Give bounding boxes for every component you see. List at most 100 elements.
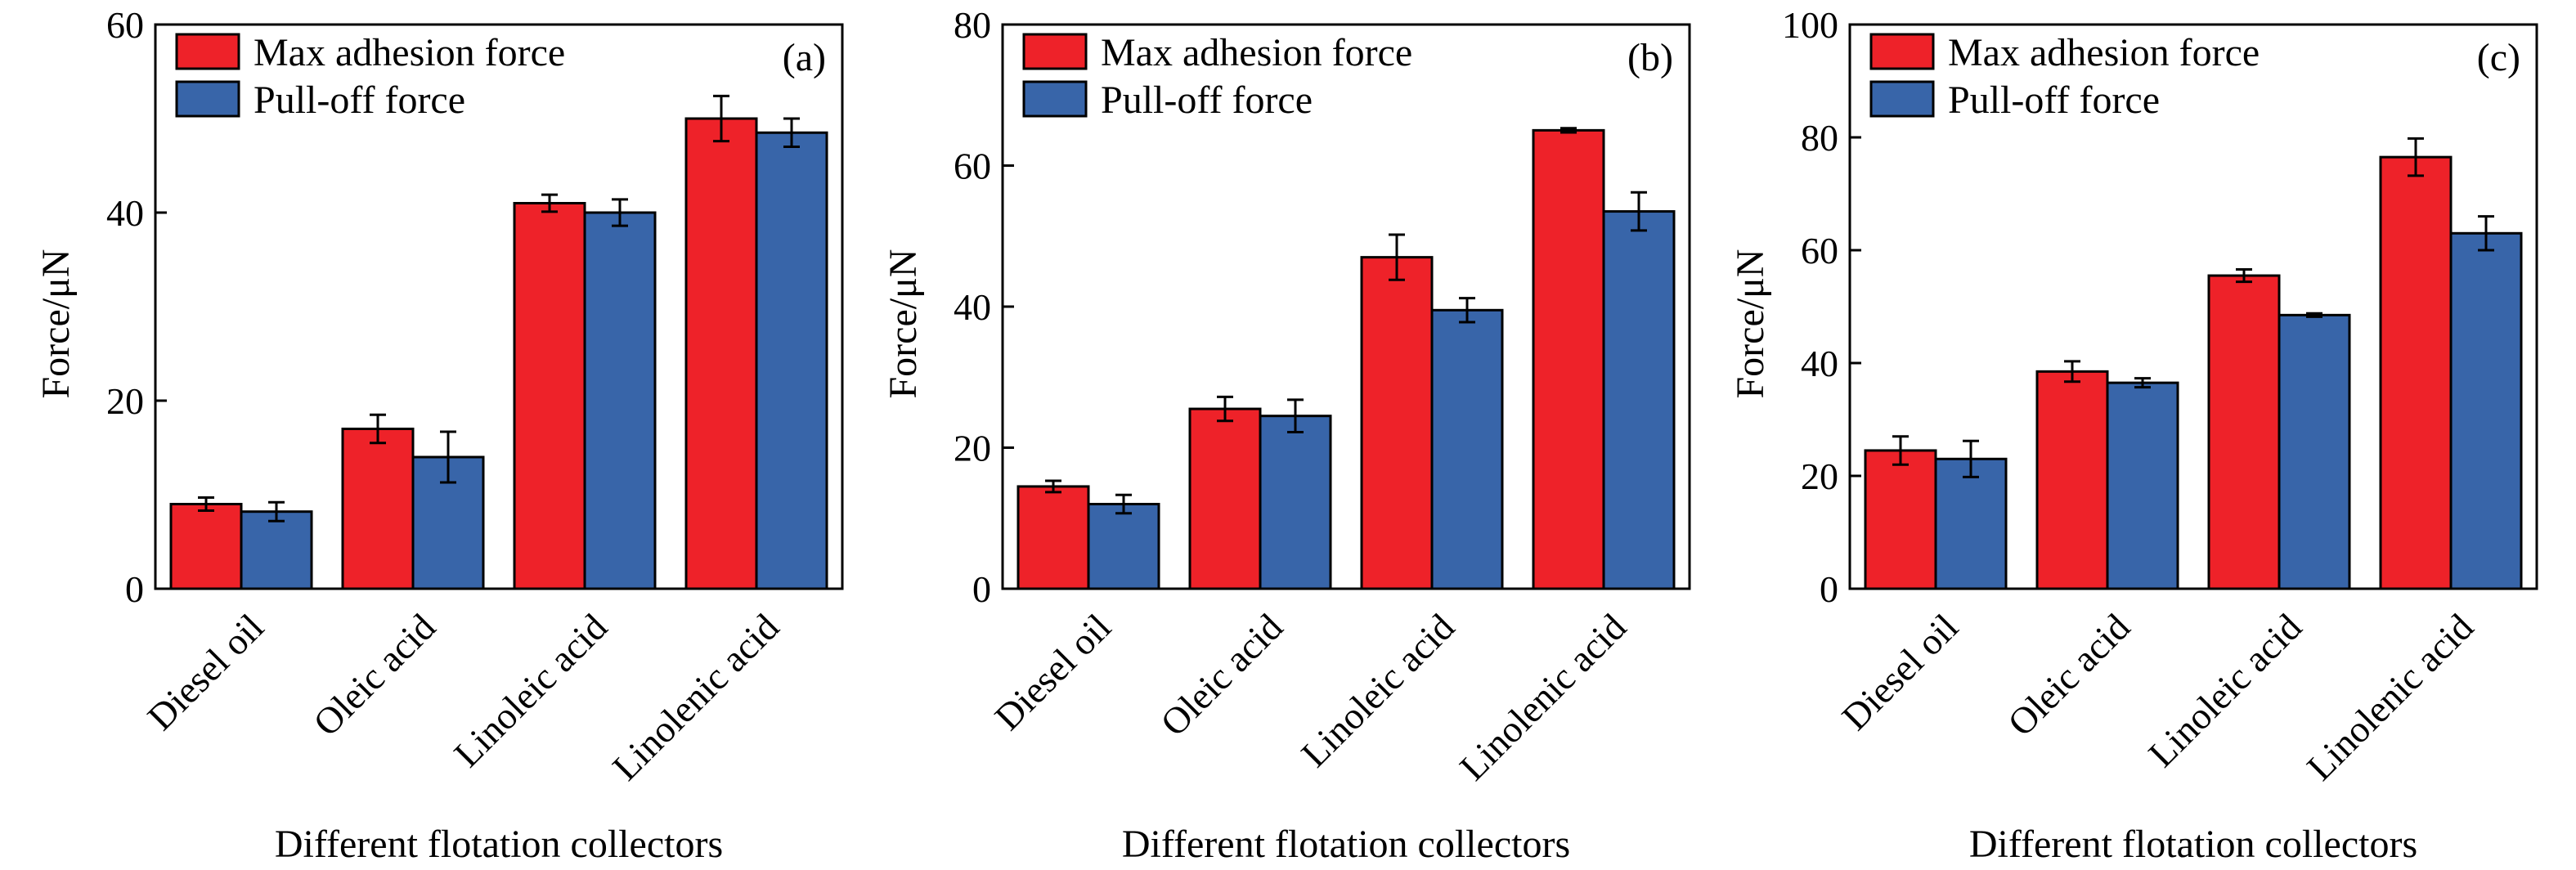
panel-c-legend-swatch-max [1869, 33, 1935, 70]
panel-b-xlabel: Different flotation collectors [1122, 823, 1570, 866]
panel-a-category-label-3: Linolenic acid [604, 606, 787, 788]
panel-a-bar-max-0 [169, 503, 243, 590]
panel-b-ytick-label-3: 60 [954, 146, 991, 187]
panel-b-bar-max-1 [1188, 407, 1262, 590]
panel-a-errorbar-pulloff-3 [783, 117, 800, 148]
panel-a-category-label-2: Linoleic acid [446, 606, 615, 775]
panel-c-tag: (c) [2477, 36, 2520, 79]
panel-b-bar-max-3 [1532, 128, 1605, 590]
panel-c-category-label-3: Linolenic acid [2299, 606, 2481, 788]
panel-a-errorbar-pulloff-0 [268, 500, 285, 522]
panel-b-errorbar-max-3 [1560, 127, 1577, 134]
panel-a-ylabel: Force/μN [34, 249, 78, 398]
panel-c-errorbar-max-1 [2064, 360, 2080, 383]
panel-a-errorbar-pulloff-2 [612, 198, 628, 227]
panel-b-bar-max-0 [1016, 485, 1090, 590]
panel-b-category-label-2: Linoleic acid [1293, 606, 1462, 775]
panel-c-ytick-label-1: 20 [1801, 455, 1838, 497]
panel-c-legend-label-max: Max adhesion force [1948, 31, 2260, 74]
panel-b-errorbar-max-1 [1217, 395, 1233, 423]
panel-c-ytick-label-3: 60 [1801, 230, 1838, 271]
panel-c-bar-max-3 [2379, 155, 2453, 590]
panel-a-legend: Max adhesion force Pull-off force [175, 31, 565, 122]
panel-b-tag: (b) [1627, 36, 1673, 79]
panel-c-bar-pulloff-2 [2278, 313, 2351, 590]
panel-b-legend-label-pulloff: Pull-off force [1101, 78, 1313, 122]
panel-c-ytick-label-4: 80 [1801, 117, 1838, 159]
panel-b-bar-max-2 [1360, 256, 1434, 590]
panel-a-plot-frame [154, 23, 844, 590]
panel-c-bar-max-0 [1864, 449, 1937, 590]
panel-b-errorbar-max-2 [1389, 233, 1405, 281]
panel-c-errorbar-pulloff-0 [1963, 439, 1979, 478]
panel-a-bar-pulloff-0 [240, 510, 313, 590]
panel-b-bar-pulloff-3 [1602, 210, 1676, 590]
panel-c-legend-label-pulloff: Pull-off force [1948, 78, 2160, 122]
panel-c-errorbar-max-3 [2408, 137, 2424, 177]
panel-b-ytick-label-4: 80 [954, 4, 991, 46]
panel-b-ytick-label-0: 0 [972, 568, 991, 610]
panel-c-bar-pulloff-3 [2449, 231, 2523, 590]
panel-c-errorbar-pulloff-1 [2134, 377, 2151, 389]
panel-a-ytick-label-1: 20 [106, 380, 144, 422]
panel-c-errorbar-pulloff-2 [2306, 312, 2322, 318]
panel-a-errorbar-max-2 [541, 193, 558, 213]
panel-b-category-label-1: Oleic acid [1152, 606, 1290, 744]
panel-a-legend-label-pulloff: Pull-off force [254, 78, 465, 122]
panel-a-bar-max-1 [341, 428, 415, 590]
panel-c-ytick-label-2: 40 [1801, 343, 1838, 384]
panel-c-ytick-label-0: 0 [1820, 568, 1838, 610]
panel-a-bar-max-2 [513, 202, 586, 590]
panel-b-category-label-3: Linolenic acid [1452, 606, 1634, 788]
panel-b-errorbar-pulloff-3 [1631, 191, 1647, 232]
panel-b-errorbar-max-0 [1045, 479, 1061, 494]
panel-b-ytick-label-1: 20 [954, 428, 991, 469]
panel-c-legend: Max adhesion force Pull-off force [1869, 31, 2260, 122]
panel-b-legend-swatch-pulloff [1022, 80, 1088, 118]
panel-c-bar-pulloff-1 [2106, 381, 2179, 590]
panel-a-bar-max-3 [684, 117, 758, 590]
panel-c-errorbar-max-0 [1892, 435, 1909, 466]
panel-c-xlabel: Different flotation collectors [1969, 823, 2417, 866]
panel-c-errorbar-pulloff-3 [2478, 215, 2494, 252]
panel-a-bar-pulloff-3 [755, 131, 828, 590]
panel-b-errorbar-pulloff-0 [1115, 493, 1132, 515]
panel-c: Diesel oil Oleic acid Linoleic acidLinolen… [1729, 4, 2538, 866]
panel-a-legend-label-max: Max adhesion force [254, 31, 565, 74]
panel-a-legend-swatch-pulloff [175, 80, 240, 118]
panel-a-category-label-0: Diesel oil [139, 606, 272, 738]
panel-a-errorbar-max-3 [713, 94, 729, 143]
panel-b-ytick-label-2: 40 [954, 286, 991, 328]
panel-b-bar-pulloff-0 [1087, 503, 1160, 590]
panel-b-bar-pulloff-1 [1259, 415, 1332, 590]
panel-a-xlabel: Different flotation collectors [275, 823, 723, 866]
panel-a-errorbar-max-0 [198, 496, 214, 513]
panel-a-errorbar-pulloff-1 [440, 430, 456, 484]
panel-b-legend-label-max: Max adhesion force [1101, 31, 1412, 74]
panel-c-category-label-2: Linoleic acid [2140, 606, 2309, 775]
panel-c-plot-frame [1848, 23, 2538, 590]
panel-a-ytick-label-2: 40 [106, 192, 144, 234]
panel-b-errorbar-pulloff-1 [1287, 398, 1304, 434]
panel-a-bar-pulloff-2 [583, 211, 657, 590]
panel-c-errorbar-max-2 [2236, 267, 2252, 284]
panel-a: Diesel oil Oleic acid Linoleic acidLinolen… [34, 4, 844, 866]
panel-a-legend-swatch-max [175, 33, 240, 70]
panel-c-ytick-label-5: 100 [1782, 4, 1838, 46]
panel-b-ylabel: Force/μN [882, 249, 925, 398]
panel-c-category-label-0: Diesel oil [1833, 606, 1966, 738]
panel-c-bar-max-2 [2207, 274, 2281, 590]
panel-b-legend-swatch-max [1022, 33, 1088, 70]
panel-b: Diesel oil Oleic acid Linoleic acidLinolen… [882, 4, 1691, 866]
panel-b-category-label-0: Diesel oil [986, 606, 1119, 738]
panel-b-errorbar-pulloff-2 [1459, 297, 1475, 324]
panel-c-category-label-1: Oleic acid [1999, 606, 2138, 744]
panel-b-legend: Max adhesion force Pull-off force [1022, 31, 1412, 122]
panel-c-ylabel: Force/μN [1729, 249, 1772, 398]
panel-c-bar-pulloff-0 [1934, 457, 2008, 590]
panel-a-tag: (a) [783, 36, 826, 79]
panel-a-category-label-1: Oleic acid [305, 606, 443, 744]
panel-c-legend-swatch-pulloff [1869, 80, 1935, 118]
panel-b-bar-pulloff-2 [1430, 308, 1504, 590]
